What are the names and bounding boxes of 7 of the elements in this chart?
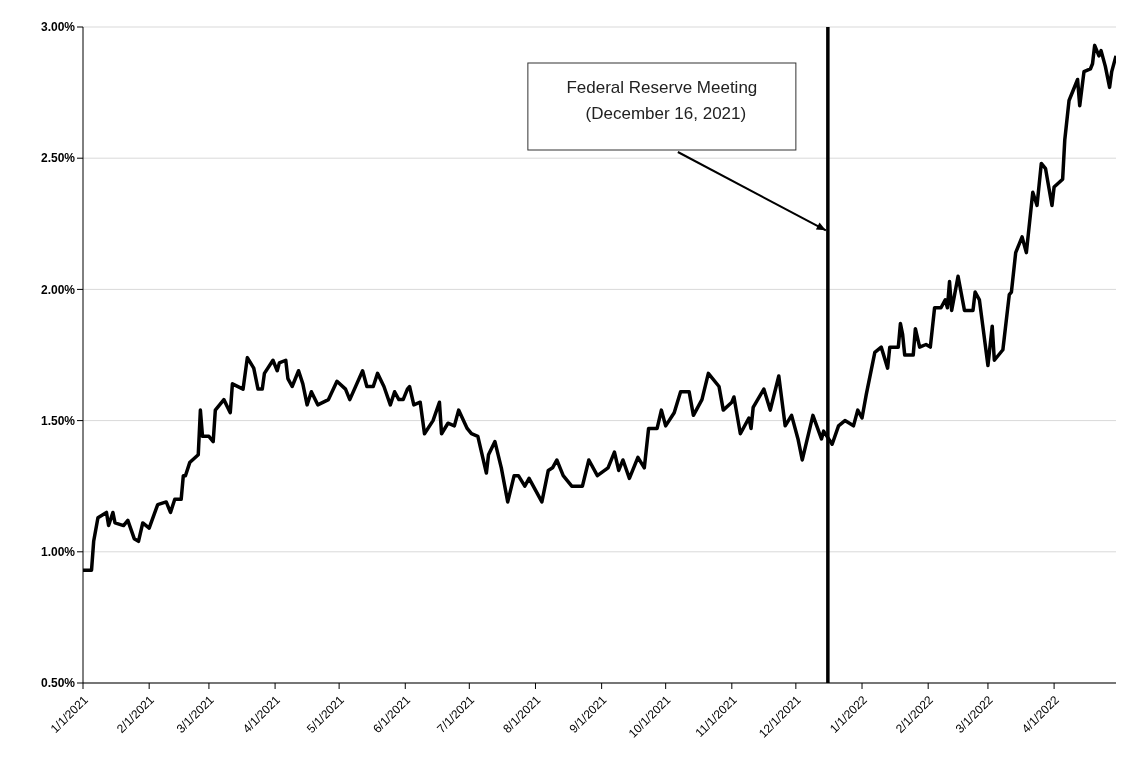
ref-line-label: Federal Reserve Meeting (December 16, 2021) bbox=[566, 78, 758, 123]
y-tick-label: 0.50% bbox=[40, 676, 76, 691]
y-tick-label: 3.00% bbox=[40, 20, 76, 35]
y-tick-label: 1.00% bbox=[40, 545, 76, 560]
y-tick-label: 2.00% bbox=[40, 282, 76, 297]
y-tick-label: 1.50% bbox=[40, 413, 76, 428]
y-tick-label: 2.50% bbox=[40, 151, 76, 166]
